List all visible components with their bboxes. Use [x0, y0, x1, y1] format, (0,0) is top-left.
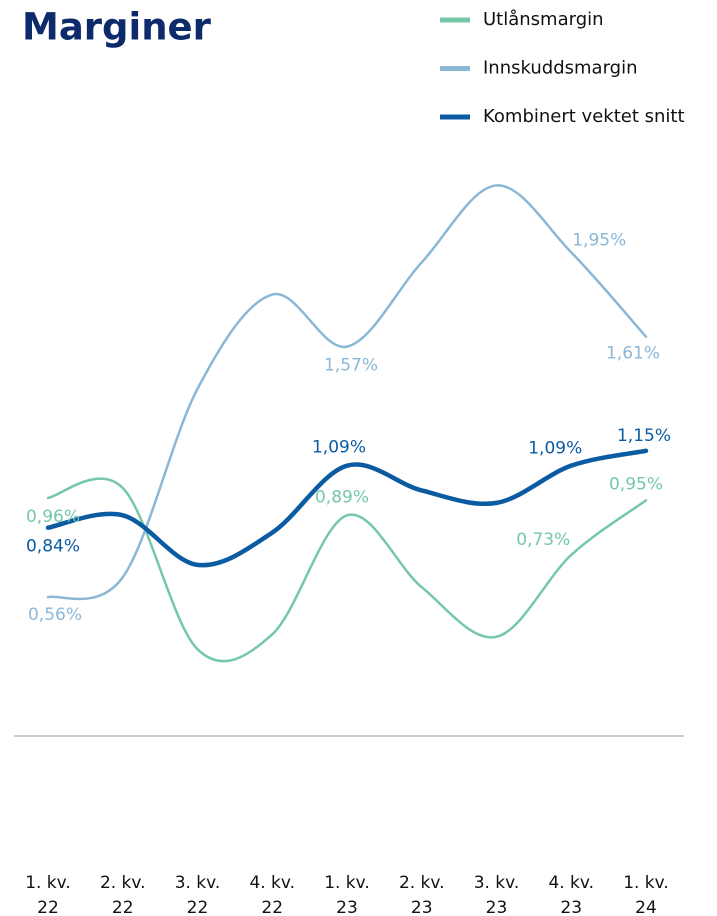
x-tick-label: 1. kv.	[25, 873, 71, 893]
x-tick-label: 22	[37, 898, 59, 916]
x-tick-label: 2. kv.	[100, 873, 146, 893]
x-tick-label: 22	[112, 898, 134, 916]
x-tick-label: 3. kv.	[474, 873, 520, 893]
legend-label: Kombinert vektet snitt	[483, 106, 685, 127]
legend-label: Utlånsmargin	[483, 9, 604, 30]
data-label: 1,15%	[617, 426, 671, 446]
legend-label: Innskuddsmargin	[483, 58, 638, 79]
x-tick-label: 4. kv.	[249, 873, 295, 893]
x-tick-label: 3. kv.	[175, 873, 221, 893]
data-label: 0,56%	[28, 605, 82, 625]
x-tick-label: 23	[560, 898, 582, 916]
x-tick-label: 1. kv.	[623, 873, 669, 893]
data-label: 1,57%	[324, 356, 378, 376]
data-label: 1,95%	[572, 230, 626, 250]
data-label: 0,95%	[609, 474, 663, 494]
data-label: 0,89%	[315, 487, 369, 507]
x-tick-label: 4. kv.	[548, 873, 594, 893]
x-tick-label: 22	[187, 898, 209, 916]
x-tick-label: 22	[261, 898, 283, 916]
x-tick-label: 2. kv.	[399, 873, 445, 893]
data-label: 1,61%	[606, 344, 660, 364]
data-label: 0,84%	[26, 537, 80, 557]
data-label: 0,96%	[26, 507, 80, 527]
series-line	[46, 477, 648, 663]
series-line	[45, 448, 649, 568]
data-label: 1,09%	[312, 438, 366, 458]
chart-title: Marginer	[22, 6, 212, 49]
data-label: 1,09%	[528, 439, 582, 459]
x-tick-label: 23	[336, 898, 358, 916]
x-tick-label: 23	[486, 898, 508, 916]
data-label: 0,73%	[516, 530, 570, 550]
x-tick-label: 23	[411, 898, 433, 916]
x-tick-label: 24	[635, 898, 657, 916]
x-tick-label: 1. kv.	[324, 873, 370, 893]
series-line	[46, 184, 648, 601]
